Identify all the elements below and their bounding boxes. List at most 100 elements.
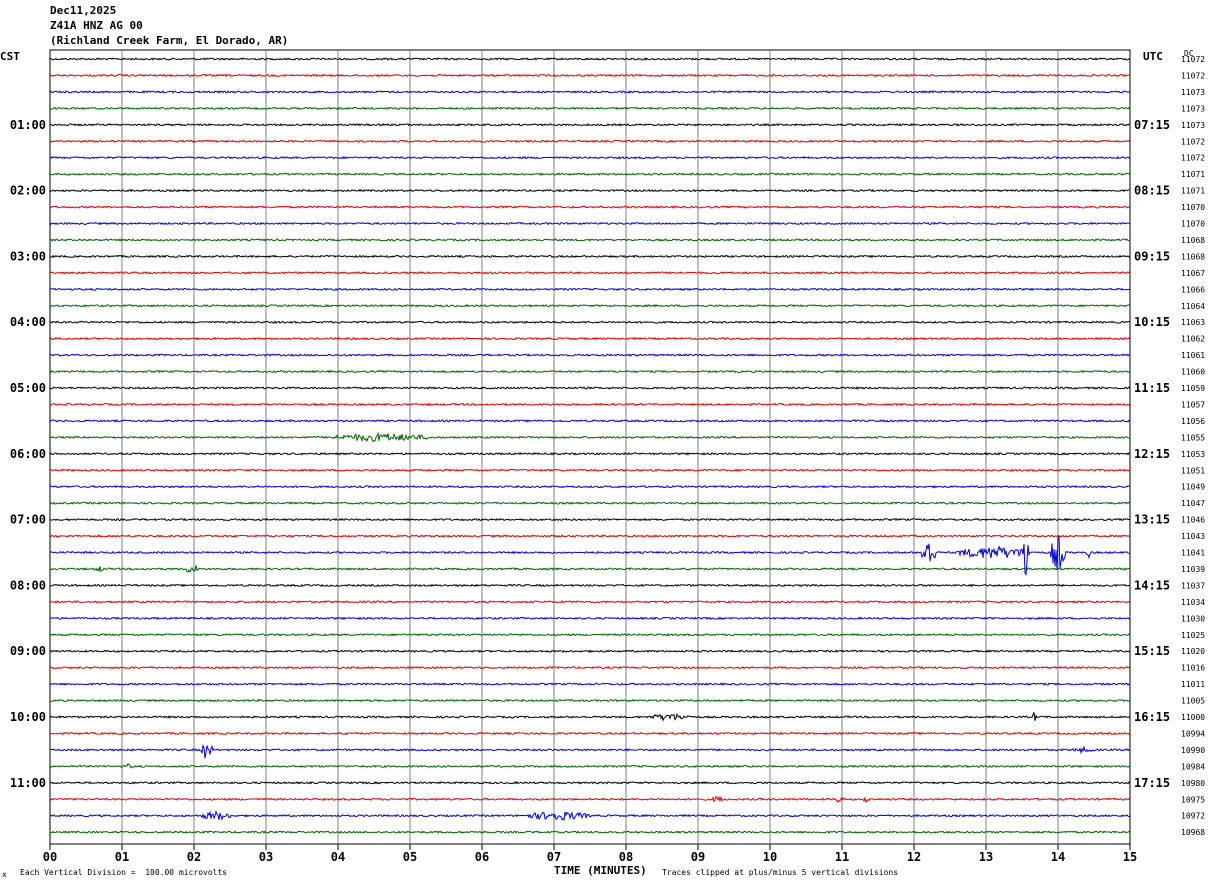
dc-offset-label: 11067 — [1181, 269, 1205, 278]
left-timezone-label: CST — [0, 50, 20, 63]
dc-offset-label: 11072 — [1181, 55, 1205, 64]
dc-offset-label: 10994 — [1181, 729, 1205, 738]
x-tick-label: 04 — [331, 850, 345, 864]
left-hour-label: 08:00 — [10, 578, 46, 592]
dc-offset-label: 11068 — [1181, 236, 1205, 245]
left-hour-label: 07:00 — [10, 513, 46, 527]
seismic-trace — [49, 616, 1131, 621]
right-hour-label: 17:15 — [1134, 776, 1170, 790]
dc-offset-label: 11025 — [1181, 631, 1205, 640]
footer-mark: x — [2, 870, 7, 879]
x-tick-label: 09 — [691, 850, 705, 864]
dc-offset-label: 11064 — [1181, 302, 1205, 311]
x-tick-label: 13 — [979, 850, 993, 864]
dc-offset-label: 11051 — [1181, 466, 1205, 475]
left-hour-label: 03:00 — [10, 249, 46, 263]
x-tick-label: 02 — [187, 850, 201, 864]
dc-offset-label: 11071 — [1181, 187, 1205, 196]
x-tick-label: 11 — [835, 850, 849, 864]
right-hour-label: 08:15 — [1134, 184, 1170, 198]
x-tick-label: 14 — [1051, 850, 1065, 864]
seismic-trace — [49, 73, 1131, 78]
right-hour-label: 14:15 — [1134, 578, 1170, 592]
dc-offset-label: 11055 — [1181, 433, 1205, 442]
seismic-trace — [49, 57, 1131, 61]
dc-offset-label: 11049 — [1181, 483, 1205, 492]
dc-offset-label: 11000 — [1181, 713, 1205, 722]
seismic-trace — [49, 468, 1131, 473]
dc-offset-label: 11073 — [1181, 121, 1205, 130]
dc-offset-label: 11060 — [1181, 368, 1205, 377]
left-hour-label: 11:00 — [10, 776, 46, 790]
seismic-trace — [49, 155, 1131, 160]
seismic-trace — [49, 830, 1131, 834]
seismic-trace — [49, 303, 1131, 308]
left-hour-label: 09:00 — [10, 644, 46, 658]
left-hour-label: 02:00 — [10, 184, 46, 198]
seismic-trace — [49, 649, 1131, 654]
seismic-trace — [49, 106, 1131, 111]
dc-offset-label: 11073 — [1181, 88, 1205, 97]
dc-offset-label: 11072 — [1181, 154, 1205, 163]
right-hour-label: 13:15 — [1134, 513, 1170, 527]
dc-offset-label: 11041 — [1181, 549, 1205, 558]
x-tick-label: 00 — [43, 850, 57, 864]
dc-offset-label: 11071 — [1181, 170, 1205, 179]
left-hour-label: 06:00 — [10, 447, 46, 461]
seismic-trace — [49, 205, 1131, 209]
grid-lines — [49, 49, 1131, 850]
dc-column-label: DC — [1184, 49, 1194, 58]
seismic-trace — [49, 452, 1131, 456]
seismic-traces — [49, 57, 1131, 834]
seismic-trace — [49, 501, 1131, 505]
footer-clip-note: Traces clipped at plus/minus 5 vertical … — [662, 868, 899, 877]
seismic-trace — [49, 402, 1131, 407]
right-hour-label: 11:15 — [1134, 381, 1170, 395]
seismic-trace — [49, 419, 1131, 423]
seismic-trace — [49, 632, 1131, 637]
dc-offset-label: 11005 — [1181, 697, 1205, 706]
seismic-trace — [49, 534, 1131, 538]
header-date: Dec11,2025 — [50, 4, 117, 17]
dc-offset-label: 11030 — [1181, 614, 1205, 623]
seismic-trace — [49, 744, 1131, 759]
footer-division-note: Each Vertical Division = 100.00 microvol… — [20, 868, 228, 877]
seismic-trace — [49, 712, 1131, 722]
seismic-trace — [49, 353, 1131, 357]
right-hour-label: 12:15 — [1134, 447, 1170, 461]
seismic-trace — [49, 122, 1131, 127]
right-hour-label: 09:15 — [1134, 249, 1170, 263]
seismic-trace — [49, 763, 1131, 769]
right-hour-label: 15:15 — [1134, 644, 1170, 658]
dc-offset-label: 11020 — [1181, 647, 1205, 656]
dc-offset-label: 10968 — [1181, 828, 1205, 837]
dc-offset-label: 11053 — [1181, 450, 1205, 459]
axis-labels: 00 01 02 03 04 05 06 07 08 09 10 11 12 13 14 15 11072 110… — [10, 55, 1205, 864]
dc-offset-label: 11056 — [1181, 417, 1205, 426]
seismic-trace — [49, 517, 1131, 522]
dc-offset-label: 11057 — [1181, 400, 1205, 409]
x-tick-label: 06 — [475, 850, 489, 864]
seismic-trace — [49, 809, 1131, 822]
left-hour-label: 05:00 — [10, 381, 46, 395]
right-timezone-label: UTC — [1143, 50, 1163, 63]
x-tick-label: 12 — [907, 850, 921, 864]
seismic-trace — [49, 386, 1131, 390]
seismic-trace — [49, 221, 1131, 226]
seismic-trace — [49, 271, 1131, 275]
x-tick-label: 08 — [619, 850, 633, 864]
seismic-trace — [49, 665, 1131, 670]
left-hour-label: 10:00 — [10, 710, 46, 724]
seismic-trace — [49, 484, 1131, 489]
x-axis-title: TIME (MINUTES) — [554, 864, 647, 877]
seismic-trace — [49, 698, 1131, 703]
seismic-trace — [49, 188, 1131, 193]
dc-offset-label: 11072 — [1181, 71, 1205, 80]
seismic-trace — [49, 254, 1131, 259]
x-tick-label: 01 — [115, 850, 129, 864]
dc-offset-label: 10984 — [1181, 762, 1205, 771]
x-tick-label: 03 — [259, 850, 273, 864]
seismic-trace — [49, 336, 1131, 341]
x-tick-label: 07 — [547, 850, 561, 864]
dc-offset-label: 11062 — [1181, 335, 1205, 344]
